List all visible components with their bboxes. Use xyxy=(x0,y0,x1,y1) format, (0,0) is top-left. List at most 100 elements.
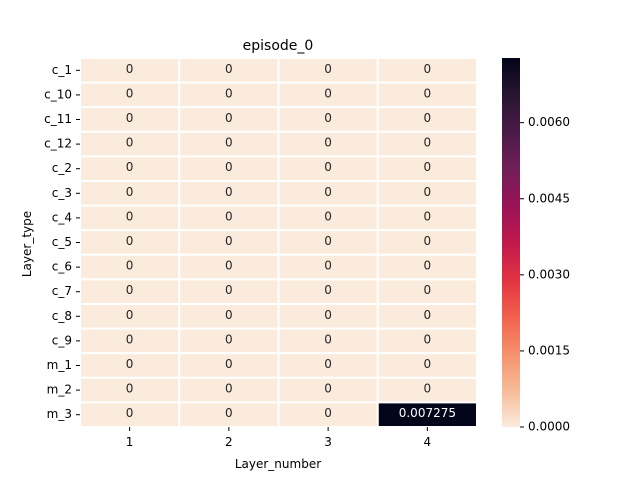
cell-value-label: 0 xyxy=(424,86,432,100)
heatmap-cell xyxy=(277,229,379,256)
heatmap-cell xyxy=(79,229,181,256)
heatmap-cells: 0 0 0 0 0 0 0 0 0 0 0 0 0 0 0 0 0 0 0 0 0 0 0 0 0 0 0 0 0 0 0 0 0 0 0 0 0 0 0 0… xyxy=(79,57,478,428)
cell-value-label: 0 xyxy=(424,136,432,150)
cell-value-label: 0 xyxy=(126,332,134,346)
cell-value-label: 0 xyxy=(225,283,233,297)
cell-value-label: 0 xyxy=(324,160,332,174)
cell-value-label: 0 xyxy=(424,283,432,297)
y-axis-label: Layer_type xyxy=(20,211,34,277)
cell-value-label: 0 xyxy=(324,209,332,223)
x-tick-label: 4 xyxy=(424,435,432,449)
cell-value-label: 0 xyxy=(424,382,432,396)
heatmap-cell xyxy=(277,155,379,182)
cell-value-label: 0 xyxy=(324,406,332,420)
cell-value-label: 0.007275 xyxy=(399,406,456,420)
heatmap-cell xyxy=(277,401,379,428)
cell-value-label: 0 xyxy=(324,259,332,273)
cell-value-label: 0 xyxy=(324,332,332,346)
cell-value-label: 0 xyxy=(126,234,134,248)
cell-value-label: 0 xyxy=(424,308,432,322)
colorbar-ticks: 0.0000 0.0015 0.0030 0.0045 0.0060 xyxy=(520,115,570,434)
y-tick-label: c_2 xyxy=(52,161,72,175)
cell-value-label: 0 xyxy=(424,259,432,273)
x-tick-labels: 1 2 3 4 xyxy=(126,427,431,449)
y-tick-label: c_5 xyxy=(52,235,72,249)
y-tick-label: c_9 xyxy=(52,333,72,347)
cell-value-label: 0 xyxy=(324,62,332,76)
y-tick-label: c_3 xyxy=(52,186,72,200)
heatmap-cell xyxy=(376,155,478,182)
cell-value-label: 0 xyxy=(225,185,233,199)
y-tick-label: c_8 xyxy=(52,309,72,323)
heatmap-cell xyxy=(277,204,379,232)
heatmap-cell xyxy=(376,57,478,84)
cell-value-label: 0 xyxy=(324,357,332,371)
cell-value-label: 0 xyxy=(126,111,134,125)
heatmap-cell xyxy=(178,352,280,379)
heatmap-cell xyxy=(277,352,379,379)
y-tick-label: c_11 xyxy=(44,112,72,126)
y-tick-label: m_3 xyxy=(47,407,72,421)
heatmap-cell xyxy=(277,180,379,207)
y-tick-label: c_6 xyxy=(52,260,72,274)
cell-value-label: 0 xyxy=(324,234,332,248)
cell-value-label: 0 xyxy=(225,259,233,273)
cell-value-label: 0 xyxy=(126,357,134,371)
cell-value-label: 0 xyxy=(324,308,332,322)
cell-value-label: 0 xyxy=(324,382,332,396)
y-tick-label: c_10 xyxy=(44,87,72,101)
heatmap-cell xyxy=(376,130,478,158)
y-tick-labels: c_1 c_10 c_11 c_12 c_2 c_3 c_4 c_5 c_6 c_7 c_8 c_9m… xyxy=(44,63,80,421)
cell-value-label: 0 xyxy=(225,357,233,371)
cell-value-label: 0 xyxy=(424,160,432,174)
cell-value-label: 0 xyxy=(225,332,233,346)
cell-value-label: 0 xyxy=(424,234,432,248)
x-tick-label: 1 xyxy=(126,435,134,449)
x-axis-label: Layer_number xyxy=(235,457,321,471)
y-tick-label: m_1 xyxy=(47,358,72,372)
cell-value-label: 0 xyxy=(126,382,134,396)
cell-value-label: 0 xyxy=(324,185,332,199)
cell-value-label: 0 xyxy=(225,406,233,420)
cell-value-label: 0 xyxy=(324,111,332,125)
heatmap-cell xyxy=(376,327,478,355)
chart-title: episode_0 xyxy=(243,38,314,54)
heatmap-cell xyxy=(376,180,478,207)
cell-value-label: 0 xyxy=(126,62,134,76)
cell-value-label: 0 xyxy=(126,160,134,174)
heatmap-cell xyxy=(277,376,379,404)
cell-value-label: 0 xyxy=(225,382,233,396)
colorbar-tick-label: 0.0045 xyxy=(528,191,570,205)
y-tick-label: c_12 xyxy=(44,137,72,151)
colorbar-tick-label: 0.0000 xyxy=(528,420,570,434)
cell-value-label: 0 xyxy=(424,332,432,346)
colorbar-tick-label: 0.0015 xyxy=(528,343,570,357)
x-tick-label: 2 xyxy=(225,435,233,449)
cell-value-label: 0 xyxy=(225,86,233,100)
colorbar-gradient xyxy=(502,58,520,427)
cell-value-label: 0 xyxy=(126,308,134,322)
cell-value-label: 0 xyxy=(126,185,134,199)
heatmap-cell xyxy=(178,327,280,355)
cell-value-label: 0 xyxy=(324,283,332,297)
cell-value-label: 0 xyxy=(424,185,432,199)
colorbar-tick-label: 0.0060 xyxy=(528,115,570,129)
cell-value-label: 0 xyxy=(424,62,432,76)
y-tick-label: m_2 xyxy=(47,383,72,397)
cell-value-label: 0 xyxy=(225,62,233,76)
y-tick-label: c_1 xyxy=(52,63,72,77)
cell-value-label: 0 xyxy=(126,209,134,223)
cell-value-label: 0 xyxy=(126,259,134,273)
y-tick-label: c_4 xyxy=(52,210,72,224)
heatmap-cell xyxy=(79,327,181,355)
cell-value-label: 0 xyxy=(424,209,432,223)
y-tick-label: c_7 xyxy=(52,284,72,298)
cell-value-label: 0 xyxy=(424,357,432,371)
cell-value-label: 0 xyxy=(126,136,134,150)
cell-value-label: 0 xyxy=(225,234,233,248)
cell-value-label: 0 xyxy=(126,283,134,297)
cell-value-label: 0 xyxy=(225,308,233,322)
cell-value-label: 0 xyxy=(424,111,432,125)
cell-value-label: 0 xyxy=(126,406,134,420)
